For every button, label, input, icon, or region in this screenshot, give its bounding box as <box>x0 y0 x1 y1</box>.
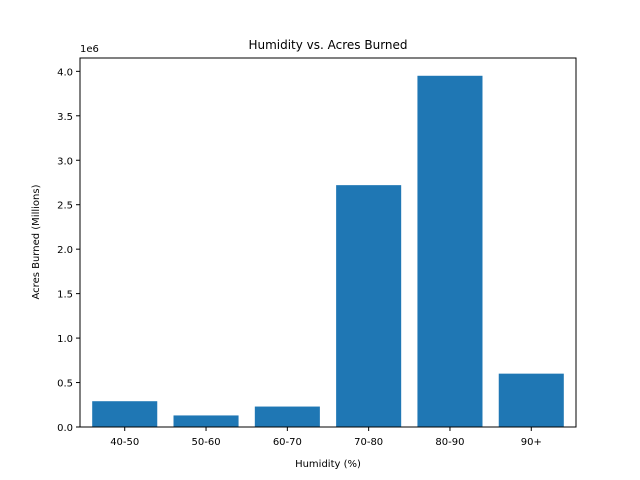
bar-70-80 <box>336 185 402 427</box>
bar-40-50 <box>92 401 158 427</box>
x-tick-label: 60-70 <box>273 437 302 448</box>
y-tick-label: 3.0 <box>57 156 73 167</box>
y-axis-label: Acres Burned (Millions) <box>31 184 42 299</box>
y-tick-label: 2.0 <box>57 245 73 256</box>
plot-frame <box>79 57 577 428</box>
y-tick-label: 1.0 <box>57 334 73 345</box>
bar-50-60 <box>173 415 239 427</box>
chart-title: Humidity vs. Acres Burned <box>248 38 407 52</box>
x-axis-ticks: 40-50 50-60 60-70 70-80 80-90 90+ <box>110 427 542 448</box>
x-tick-label: 90+ <box>521 437 542 448</box>
bar-60-70 <box>254 406 320 427</box>
x-tick-label: 70-80 <box>354 437 383 448</box>
y-tick-label: 4.0 <box>57 67 73 78</box>
y-tick-label: 1.5 <box>57 290 73 301</box>
y-tick-label: 0.5 <box>57 379 73 390</box>
x-tick-label: 80-90 <box>435 437 464 448</box>
x-axis-label: Humidity (%) <box>295 459 361 470</box>
x-tick-label: 40-50 <box>110 437 139 448</box>
y-tick-label: 0.0 <box>57 423 73 434</box>
y-tick-label: 3.5 <box>57 112 73 123</box>
bar-90+ <box>498 373 564 427</box>
y-axis-offset-label: 1e6 <box>80 44 99 55</box>
y-axis-ticks: 0.0 0.5 1.0 1.5 2.0 2.5 3.0 3.5 4.0 <box>57 67 80 434</box>
y-tick-label: 2.5 <box>57 201 73 212</box>
x-tick-label: 50-60 <box>192 437 221 448</box>
bar-80-90 <box>417 75 483 427</box>
bars-group <box>92 75 564 427</box>
